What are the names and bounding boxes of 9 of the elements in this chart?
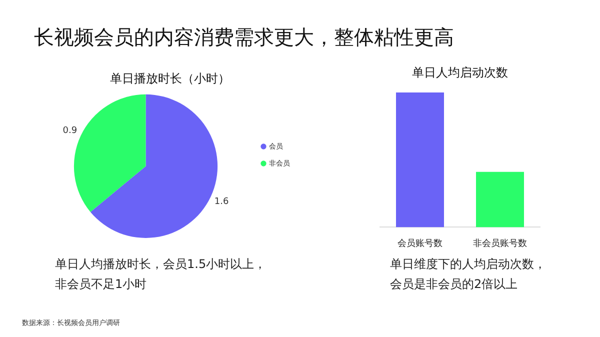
chart-title: 单日人均启动次数: [412, 65, 508, 80]
x-tick-label: 会员账号数: [398, 238, 442, 249]
text: 单日人均播放时长，会员1.5小时以上，非会员不足1小时: [55, 256, 267, 293]
text: 单日维度下的人均启动次数，会员是非会员的2倍以上: [390, 256, 547, 293]
text: 长视频会员的内容消费需求更大，整体粘性更高: [34, 24, 454, 51]
chart-title: 单日播放时长（小时）: [110, 71, 230, 86]
x-tick-label: 非会员账号数: [473, 238, 527, 249]
data-label: 0.9: [62, 126, 78, 136]
data-label: 1.6: [214, 197, 229, 208]
